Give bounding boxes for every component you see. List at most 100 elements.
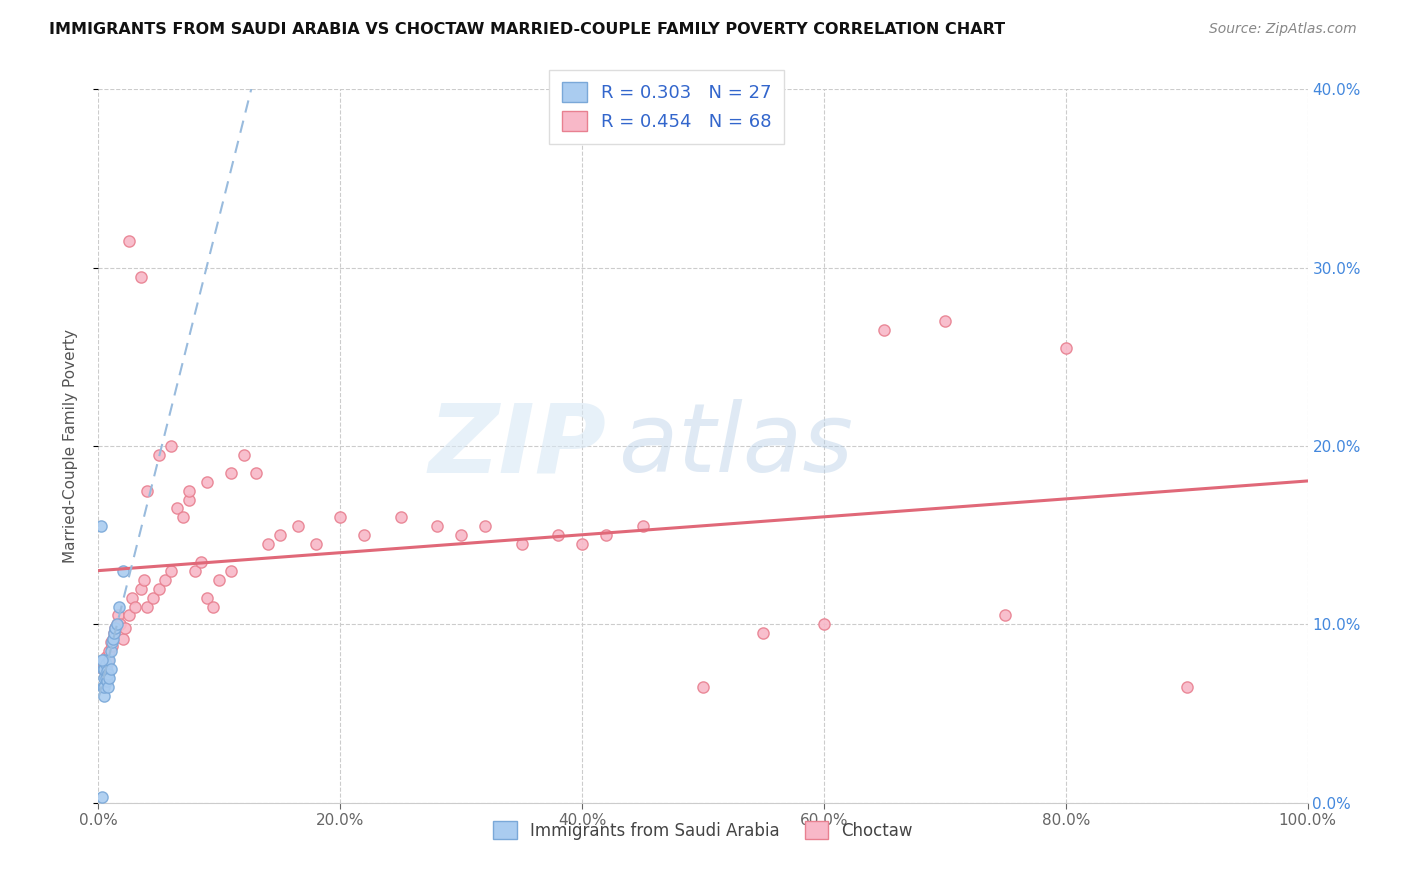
- Point: [195, 475, 218, 489]
- Point: [160, 439, 183, 453]
- Point: [96, 664, 118, 678]
- Point: [547, 528, 569, 542]
- Point: [111, 632, 134, 646]
- Point: [96, 657, 118, 671]
- Point: [101, 632, 124, 646]
- Point: [118, 608, 141, 623]
- Point: [389, 510, 412, 524]
- Point: [104, 621, 127, 635]
- Point: [232, 448, 254, 462]
- Point: [221, 564, 243, 578]
- Point: [91, 662, 114, 676]
- Point: [752, 626, 775, 640]
- Point: [111, 564, 134, 578]
- Point: [692, 680, 714, 694]
- Point: [202, 599, 225, 614]
- Point: [353, 528, 375, 542]
- Point: [256, 537, 278, 551]
- Point: [813, 617, 835, 632]
- Point: [93, 680, 115, 694]
- Point: [135, 599, 157, 614]
- Point: [134, 573, 156, 587]
- Point: [94, 671, 117, 685]
- Point: [93, 657, 115, 671]
- Point: [121, 591, 143, 605]
- Point: [571, 537, 593, 551]
- Y-axis label: Married-Couple Family Poverty: Married-Couple Family Poverty: [63, 329, 77, 563]
- Point: [107, 608, 129, 623]
- Point: [190, 555, 212, 569]
- Point: [93, 689, 115, 703]
- Point: [100, 635, 122, 649]
- Point: [208, 573, 231, 587]
- Point: [98, 644, 121, 658]
- Point: [91, 662, 114, 676]
- Point: [118, 234, 141, 248]
- Point: [129, 582, 152, 596]
- Point: [100, 639, 122, 653]
- Legend: Immigrants from Saudi Arabia, Choctaw: Immigrants from Saudi Arabia, Choctaw: [485, 813, 921, 848]
- Point: [179, 492, 201, 507]
- Point: [166, 501, 188, 516]
- Point: [96, 674, 118, 689]
- Point: [105, 617, 128, 632]
- Point: [148, 582, 170, 596]
- Point: [91, 790, 114, 805]
- Text: Source: ZipAtlas.com: Source: ZipAtlas.com: [1209, 22, 1357, 37]
- Point: [329, 510, 352, 524]
- Point: [450, 528, 472, 542]
- Text: ZIP: ZIP: [429, 400, 606, 492]
- Text: IMMIGRANTS FROM SAUDI ARABIA VS CHOCTAW MARRIED-COUPLE FAMILY POVERTY CORRELATIO: IMMIGRANTS FROM SAUDI ARABIA VS CHOCTAW …: [49, 22, 1005, 37]
- Point: [100, 662, 122, 676]
- Point: [108, 599, 131, 614]
- Point: [1054, 341, 1077, 355]
- Point: [101, 632, 124, 646]
- Point: [105, 617, 128, 632]
- Point: [305, 537, 328, 551]
- Point: [91, 653, 114, 667]
- Point: [91, 680, 114, 694]
- Point: [103, 626, 125, 640]
- Point: [179, 483, 201, 498]
- Point: [184, 564, 207, 578]
- Point: [100, 644, 122, 658]
- Text: atlas: atlas: [619, 400, 853, 492]
- Point: [934, 314, 956, 328]
- Point: [474, 519, 496, 533]
- Point: [114, 621, 136, 635]
- Point: [108, 617, 131, 632]
- Point: [135, 483, 157, 498]
- Point: [100, 635, 122, 649]
- Point: [98, 671, 121, 685]
- Point: [287, 519, 309, 533]
- Point: [93, 662, 115, 676]
- Point: [160, 564, 183, 578]
- Point: [129, 269, 152, 284]
- Point: [1175, 680, 1198, 694]
- Point: [93, 671, 115, 685]
- Point: [94, 657, 117, 671]
- Point: [153, 573, 176, 587]
- Point: [245, 466, 267, 480]
- Point: [94, 649, 117, 664]
- Point: [97, 653, 120, 667]
- Point: [873, 323, 896, 337]
- Point: [595, 528, 617, 542]
- Point: [426, 519, 449, 533]
- Point: [221, 466, 243, 480]
- Point: [631, 519, 654, 533]
- Point: [148, 448, 170, 462]
- Point: [142, 591, 165, 605]
- Point: [93, 653, 115, 667]
- Point: [98, 653, 121, 667]
- Point: [103, 626, 125, 640]
- Point: [269, 528, 291, 542]
- Point: [97, 667, 120, 681]
- Point: [510, 537, 533, 551]
- Point: [994, 608, 1017, 623]
- Point: [124, 599, 146, 614]
- Point: [90, 519, 112, 533]
- Point: [97, 680, 120, 694]
- Point: [195, 591, 218, 605]
- Point: [104, 621, 127, 635]
